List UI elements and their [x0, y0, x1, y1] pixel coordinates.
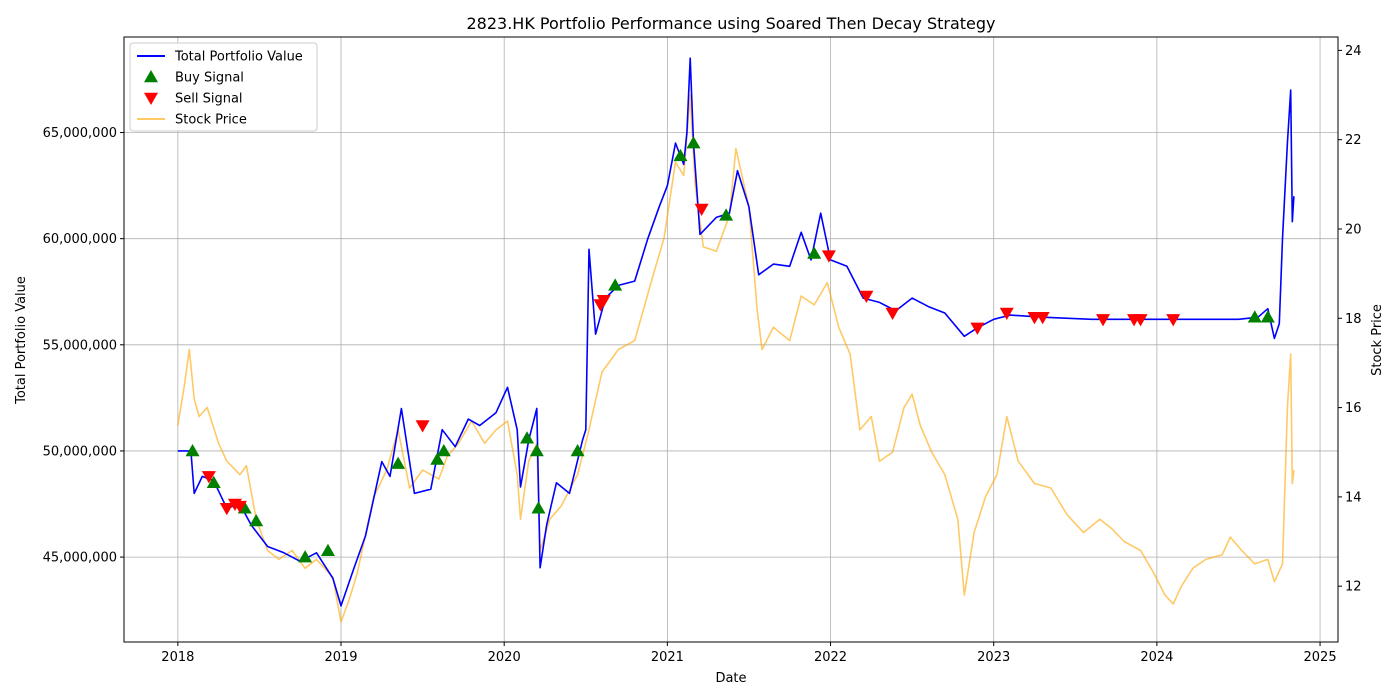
buy-signal-marker — [807, 246, 822, 259]
legend-sell-swatch — [144, 92, 158, 105]
stock-price-line — [177, 94, 1295, 623]
legend-label: Stock Price — [175, 113, 247, 128]
x-axis-ticks: 2018 2019 2020 2021 2022 2023 2024 2025 — [161, 642, 1337, 665]
x-tick-label: 2023 — [977, 650, 1010, 665]
buy-signal-marker — [206, 475, 221, 489]
sell-signal-marker — [859, 290, 874, 303]
buy-signal-marker — [719, 208, 734, 221]
buy-signal-marker — [430, 452, 445, 465]
legend-box — [129, 42, 318, 132]
x-tick-label: 2021 — [651, 650, 684, 665]
buy-signal-marker — [436, 443, 451, 457]
x-tick-label: 2024 — [1140, 650, 1173, 665]
legend-label: Sell Signal — [175, 92, 243, 107]
legend-label: Buy Signal — [175, 71, 244, 86]
sell-signal-marker — [201, 471, 216, 484]
buy-signal-marker — [1247, 310, 1262, 323]
sell-signal-marker — [694, 203, 709, 216]
trade-signals — [185, 136, 1275, 563]
buy-signal-marker — [249, 514, 264, 527]
buy-signal-marker — [529, 443, 544, 457]
sell-signal-marker — [999, 307, 1014, 320]
portfolio-value-series — [177, 57, 1295, 607]
left-tick-label: 50,000,000 — [43, 444, 117, 459]
buy-signal-marker — [531, 501, 546, 514]
legend-buy-swatch — [144, 70, 158, 83]
sell-signal-marker — [1035, 311, 1050, 325]
sell-signal-marker — [885, 307, 900, 320]
legend-label: Total Portfolio Value — [174, 50, 303, 65]
x-tick-label: 2025 — [1304, 650, 1337, 665]
right-tick-label: 14 — [1345, 490, 1362, 505]
left-tick-label: 60,000,000 — [43, 232, 117, 247]
x-axis-title: Date — [715, 671, 746, 686]
legend: Total Portfolio Value Buy Signal Sell Sign… — [129, 42, 318, 132]
buy-signal-marker — [520, 431, 535, 444]
sell-signal-marker — [1133, 314, 1148, 327]
x-tick-label: 2020 — [488, 650, 521, 665]
right-tick-label: 20 — [1345, 222, 1362, 237]
right-axis-title: Stock Price — [1370, 304, 1385, 376]
left-tick-label: 65,000,000 — [43, 126, 117, 141]
x-tick-label: 2018 — [161, 650, 194, 665]
plot-frame — [123, 36, 1339, 643]
sell-signal-marker — [415, 420, 430, 433]
left-tick-label: 45,000,000 — [43, 551, 117, 566]
right-tick-label: 24 — [1345, 44, 1362, 59]
buy-signal-marker — [298, 550, 313, 563]
buy-signal-marker — [320, 543, 335, 556]
left-axis-ticks: 45,000,000 50,000,000 55,000,000 60,000,000… — [43, 126, 124, 566]
chart-title: 2823.HK Portfolio Performance using Soar… — [466, 14, 995, 33]
right-tick-label: 16 — [1345, 401, 1362, 416]
sell-signal-marker — [970, 322, 985, 335]
buy-signal-marker — [185, 443, 200, 457]
buy-signal-marker — [391, 456, 406, 469]
buy-signal-marker — [608, 278, 623, 291]
x-tick-label: 2022 — [814, 650, 847, 665]
sell-signal-marker — [821, 250, 836, 263]
sell-signal-marker — [219, 503, 234, 516]
left-tick-label: 55,000,000 — [43, 338, 117, 353]
x-tick-label: 2019 — [324, 650, 357, 665]
right-tick-label: 18 — [1345, 312, 1362, 327]
sell-signal-marker — [1096, 314, 1111, 327]
buy-signal-marker — [673, 148, 688, 162]
left-axis-title: Total Portfolio Value — [14, 276, 29, 405]
right-tick-label: 12 — [1345, 580, 1362, 595]
buy-signal-marker — [570, 443, 585, 457]
sell-signal-marker — [232, 500, 247, 514]
right-tick-label: 22 — [1345, 133, 1362, 148]
sell-signal-marker — [1166, 314, 1181, 327]
sell-signal-marker — [596, 294, 611, 308]
portfolio-value-line — [177, 57, 1295, 607]
right-axis-ticks: 12 14 16 18 20 22 24 — [1338, 44, 1362, 595]
buy-signal-marker — [1260, 310, 1275, 323]
gridlines — [124, 37, 1338, 642]
stock-price-series — [177, 94, 1295, 623]
buy-signal-marker — [686, 136, 701, 149]
